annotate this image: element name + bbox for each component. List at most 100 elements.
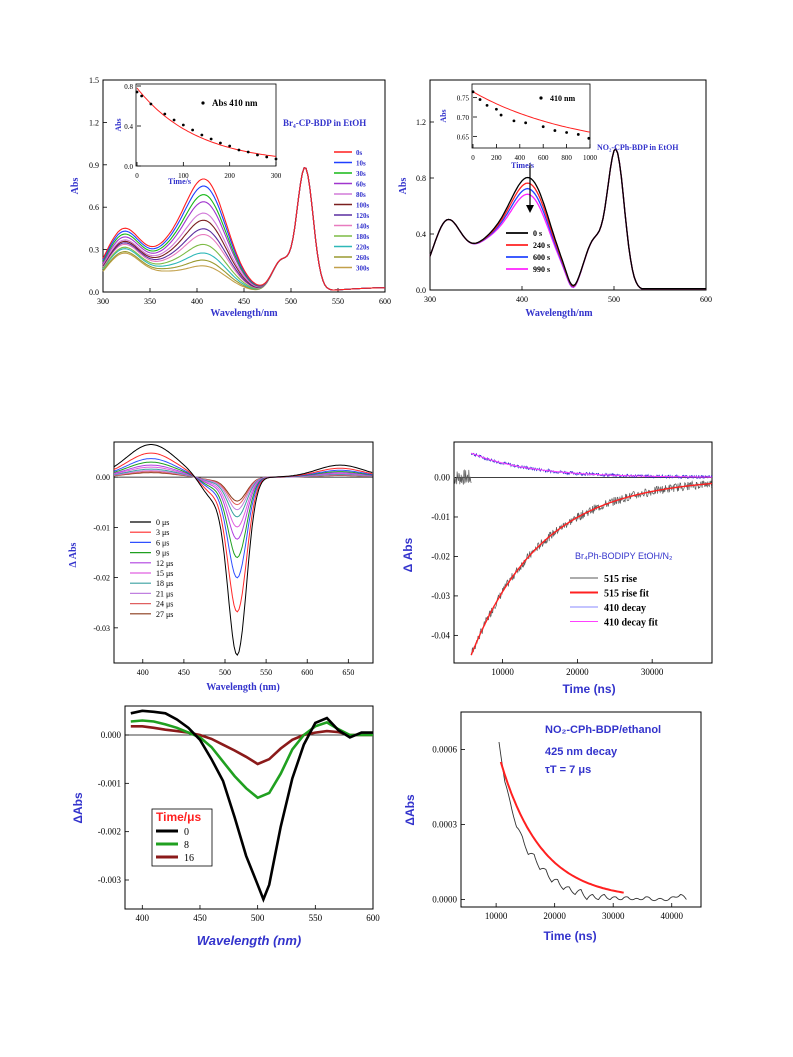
panel-d-ylabel: Δ Abs [401, 537, 415, 572]
panel-a-inset-point [140, 94, 144, 98]
panel-f-xlabel: Time (ns) [543, 929, 596, 943]
panel-a-inset-legend: Abs 410 nm [212, 98, 258, 108]
panel-c-spectra [113, 444, 373, 657]
panel-c-legend-label: 27 μs [156, 610, 173, 619]
panel-d-trace-515-rise-fit [470, 482, 713, 656]
panel-a-inset-point [274, 157, 278, 161]
panel-b-legend-label: 600 s [533, 253, 550, 262]
panel-c-x-tick-label: 650 [342, 668, 354, 677]
panel-d-y-tick-label: -0.02 [431, 551, 450, 561]
panel-a-legend-label: 100s [356, 202, 370, 210]
panel-d-trace-410-decay-fit [471, 452, 712, 478]
panel-a-inset: 0 100 200 300 0.0 0.4 0.8 [124, 83, 282, 180]
panel-e-legend-frame [151, 808, 213, 867]
panel-a-inset-point [191, 128, 195, 132]
panel-f-traces [498, 741, 687, 902]
panel-e-y-tick-label: 0.000 [101, 730, 122, 740]
panel-d-y-tick-label: -0.01 [431, 512, 450, 522]
panel-f-y-tick-label: 0.0006 [432, 745, 457, 755]
panel-e-legend-label: 16 [184, 853, 194, 864]
panel-d-kinetics: 10000 20000 30000 0.00 -0.01 -0.02 -0.03 -0.04… [401, 441, 713, 696]
panel-a-spectra [102, 167, 385, 291]
panel-a-inset-xlabel: Time/s [168, 177, 191, 186]
panel-c-legend-label: 0 μs [156, 518, 169, 527]
panel-e-x-tick-label: 500 [251, 913, 265, 923]
panel-f-x-tick-label: 10000 [485, 911, 508, 921]
panel-c-x-tick-label: 600 [301, 668, 313, 677]
panel-c-xlabel: Wavelength (nm) [206, 682, 280, 693]
panel-b-inset-ylabel: Abs [439, 109, 448, 122]
panel-e-spectra [125, 709, 373, 903]
panel-f-ylabel: ΔAbs [403, 794, 417, 826]
panel-a-inset-x-tick-label: 0 [135, 172, 139, 180]
panel-a-inset-ylabel: Abs [114, 118, 123, 131]
panel-a-inset-y-tick-label: 0.0 [124, 163, 133, 171]
panel-b-inset-legend: 410 nm [550, 94, 575, 103]
panel-b-ylabel: Abs [398, 178, 409, 195]
panel-a-inset-point [181, 123, 185, 127]
panel-b-inset-point [471, 90, 475, 94]
panel-b-no2-cph-bdp-absorption: 300 400 500 600 0.00.40.81.2 Wavelength/nm … [398, 79, 712, 319]
panel-b-y-tick-label: 1.2 [416, 118, 426, 127]
panel-e-y-tick-label: -0.003 [98, 875, 122, 885]
panel-a-legend-label: 0s [356, 149, 363, 157]
panel-b-legend-label: 990 s [533, 265, 550, 274]
panel-b-x-tick-label: 400 [516, 295, 528, 304]
panel-b-inset-xlabel: Time/s [511, 161, 534, 170]
panel-a-x-ticks: 300 350 400 450 500 550 600 [97, 288, 391, 306]
panel-a-legend-label: 80s [356, 191, 366, 199]
panel-f-trace-fit [499, 761, 624, 894]
panel-a-inset-point [200, 133, 204, 137]
panel-a-inset-x-tick-label: 200 [224, 172, 235, 180]
panel-f-x-tick-label: 30000 [602, 911, 625, 921]
panel-d-title: Br₄Ph-BODIPY EtOH/N₂ [575, 551, 673, 561]
panel-a-y-tick-label: 0.0 [89, 288, 99, 297]
panel-d-xlabel: Time (ns) [562, 682, 615, 696]
panel-a-inset-point [246, 150, 250, 154]
panel-f-y-tick-label: 0.0000 [432, 895, 457, 905]
panel-a-inset-point [209, 137, 213, 141]
panel-a-ylabel: Abs [70, 178, 81, 195]
panel-a-inset-point [135, 90, 139, 94]
panel-d-pretrigger-noise [453, 469, 472, 485]
panel-a-y-tick-label: 0.6 [89, 203, 99, 212]
panel-a-x-tick-label: 500 [285, 297, 297, 306]
panel-c-legend-label: 21 μs [156, 589, 173, 598]
panel-b-inset-point [524, 121, 528, 125]
panel-a-inset-frame [135, 83, 277, 167]
panel-a-inset-point [256, 153, 259, 157]
panel-a-legend-label: 60s [356, 181, 366, 189]
panel-d-x-tick-label: 30000 [641, 667, 664, 677]
panel-b-inset-point [512, 119, 516, 123]
panel-b-x-tick-label: 600 [700, 295, 712, 304]
panel-d-legend-label: 515 rise fit [604, 589, 650, 600]
panel-e-x-tick-label: 550 [309, 913, 323, 923]
panel-b-spectrum-0 s [429, 147, 706, 290]
panel-d-x-tick-label: 10000 [491, 667, 514, 677]
panel-d-y-tick-label: -0.03 [431, 591, 450, 601]
panel-a-x-tick-label: 550 [332, 297, 344, 306]
panel-c-y-tick-label: -0.03 [93, 624, 110, 633]
panel-a-y-tick-label: 0.3 [89, 246, 99, 255]
panel-e-legend-label: 0 [184, 827, 189, 838]
panel-e-spectrum-16 [130, 725, 373, 766]
panel-d-x-tick-label: 20000 [566, 667, 589, 677]
panel-c-spectrum-12 μs [113, 464, 373, 540]
panel-c-x-ticks: 400 450 500 550 600 650 [137, 659, 354, 677]
panel-a-inset-y-tick-label: 0.4 [124, 123, 133, 131]
panel-b-legend: 0 s 240 s 600 s 990 s [506, 229, 550, 274]
panel-a-x-tick-label: 350 [144, 297, 156, 306]
panel-c-spectrum-18 μs [113, 468, 373, 518]
panel-e-x-tick-label: 600 [366, 913, 380, 923]
panel-b-xlabel: Wavelength/nm [525, 308, 593, 319]
panel-b-y-tick-label: 0.8 [416, 174, 426, 183]
panel-b-inset-y-tick-label: 0.70 [457, 114, 470, 122]
panel-d-legend-label: 515 rise [604, 574, 638, 585]
panel-a-inset-point [237, 148, 241, 152]
panel-b-inset-point [565, 131, 568, 134]
panel-b-inset-point [587, 136, 591, 140]
panel-a-legend-label: 30s [356, 170, 366, 178]
panel-c-x-tick-label: 500 [219, 668, 231, 677]
panel-a-title: Br₄-CP-BDP in EtOH [283, 118, 366, 128]
